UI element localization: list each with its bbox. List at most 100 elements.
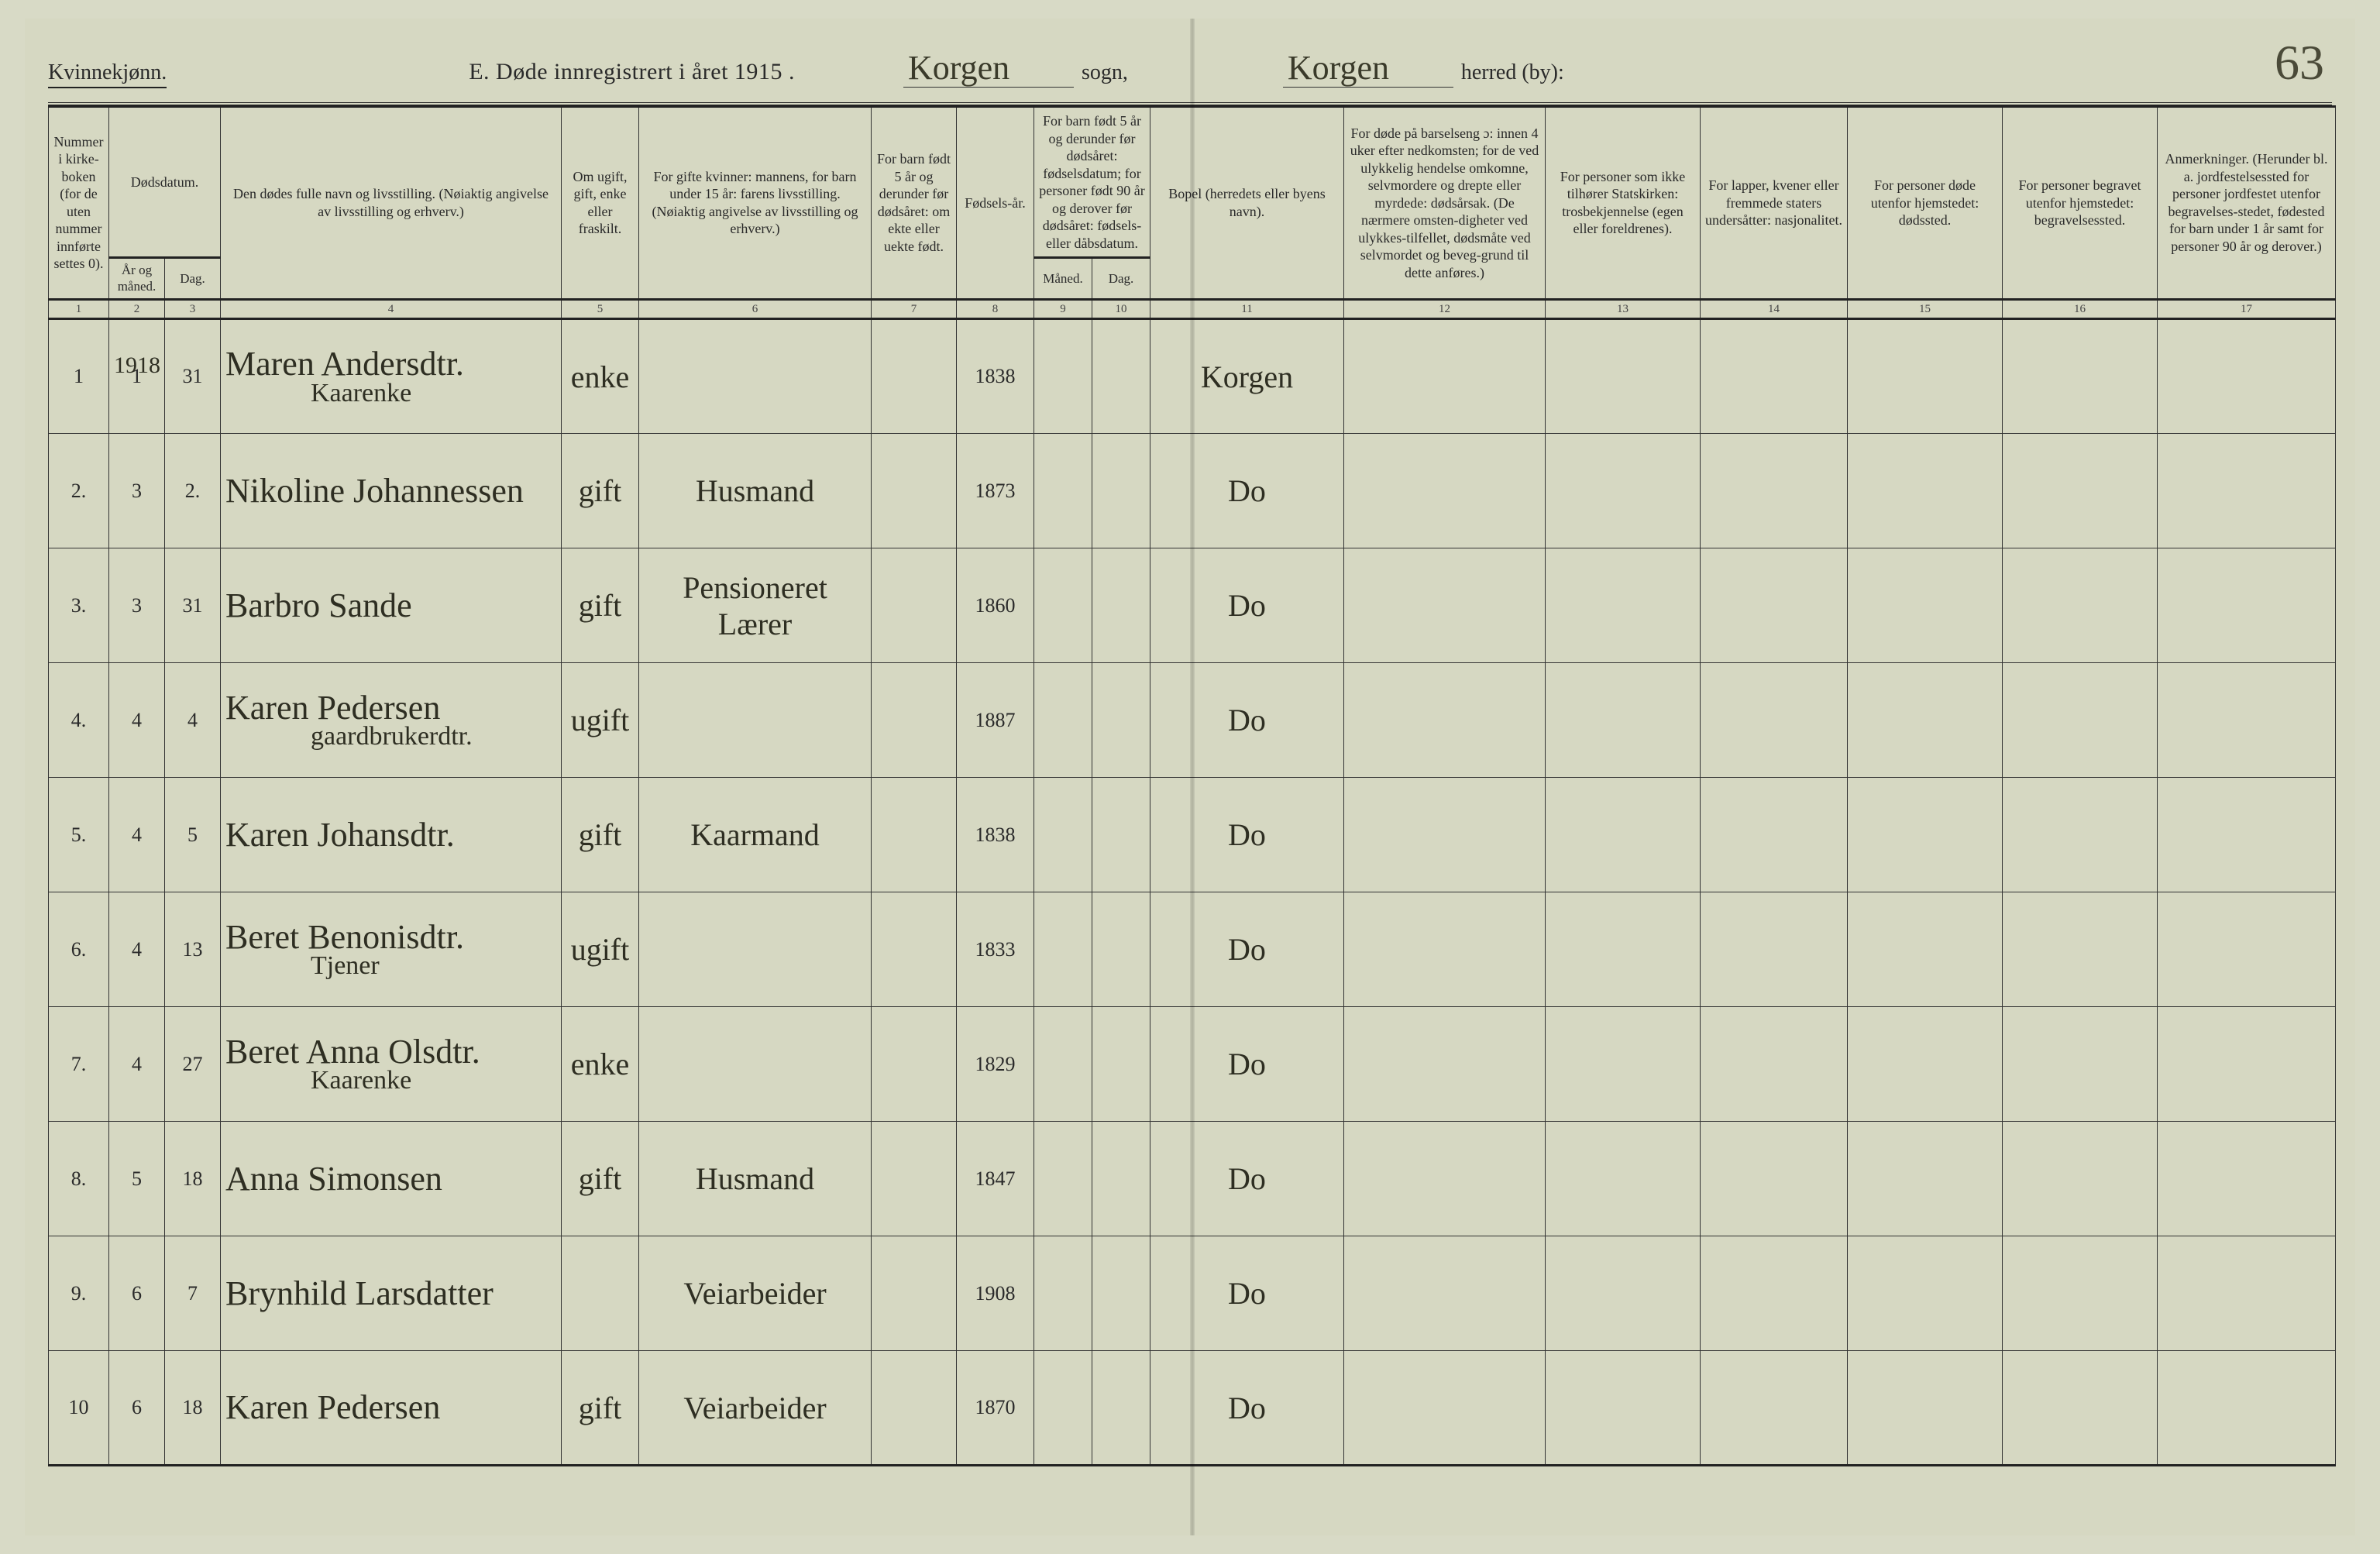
birth-year: 1838	[957, 778, 1034, 892]
birth-year: 1873	[957, 434, 1034, 548]
death-day: 31	[165, 319, 221, 434]
remarks	[2158, 1351, 2336, 1466]
deceased-name: Karen Pedersengaardbrukerdtr.	[225, 690, 556, 751]
burial-place	[2003, 892, 2158, 1007]
cause-of-death	[1344, 778, 1546, 892]
death-month: 4	[109, 892, 165, 1007]
death-month: 4	[109, 1007, 165, 1122]
residence: Do	[1150, 1007, 1344, 1122]
death-day: 5	[165, 778, 221, 892]
cause-of-death	[1344, 1007, 1546, 1122]
nationality	[1701, 434, 1848, 548]
col-num: 10	[1092, 299, 1150, 319]
birth-month	[1034, 892, 1092, 1007]
death-day: 27	[165, 1007, 221, 1122]
nationality	[1701, 319, 1848, 434]
residence: Korgen	[1150, 319, 1344, 434]
table-row: 4.44Karen Pedersengaardbrukerdtr.ugift18…	[49, 663, 2336, 778]
residence: Do	[1150, 663, 1344, 778]
remarks	[2158, 319, 2336, 434]
col-num: 8	[957, 299, 1034, 319]
relation-occupation: Veiarbeider	[639, 1236, 872, 1351]
death-place	[1848, 434, 2003, 548]
relation-text: Pensioneret Lærer	[683, 570, 827, 641]
burial-place	[2003, 434, 2158, 548]
col-num: 12	[1344, 299, 1546, 319]
nationality	[1701, 892, 1848, 1007]
title-year-suffix: 5	[770, 59, 782, 84]
row-number: 8.	[49, 1122, 109, 1236]
death-month: 4	[109, 778, 165, 892]
burial-place	[2003, 778, 2158, 892]
table-row: 3.331Barbro SandegiftPensioneret Lærer18…	[49, 548, 2336, 663]
status-text: ugift	[571, 932, 630, 967]
legitimacy	[872, 548, 957, 663]
residence-text: Korgen	[1201, 359, 1293, 394]
sogn-label: sogn,	[1082, 60, 1128, 85]
birth-year: 1829	[957, 1007, 1034, 1122]
residence-text: Do	[1228, 1047, 1266, 1081]
death-day: 18	[165, 1351, 221, 1466]
birth-day	[1092, 434, 1150, 548]
cause-of-death	[1344, 1351, 1546, 1466]
death-day: 7	[165, 1236, 221, 1351]
birth-day	[1092, 319, 1150, 434]
legitimacy	[872, 1351, 957, 1466]
death-day: 2.	[165, 434, 221, 548]
relation-occupation	[639, 892, 872, 1007]
residence: Do	[1150, 892, 1344, 1007]
register-page: Kvinnekjønn. E. Døde innregistrert i åre…	[25, 19, 2355, 1535]
relation-occupation	[639, 663, 872, 778]
relation-occupation: Kaarmand	[639, 778, 872, 892]
residence: Do	[1150, 1351, 1344, 1466]
title-period: .	[782, 59, 795, 84]
nationality	[1701, 1236, 1848, 1351]
table-row: 10618Karen PedersengiftVeiarbeider1870Do	[49, 1351, 2336, 1466]
cause-of-death	[1344, 548, 1546, 663]
name-cell: Beret Benonisdtr.Tjener	[221, 892, 562, 1007]
burial-place	[2003, 1351, 2158, 1466]
col-head-7: For barn født 5 år og derunder før dødså…	[872, 107, 957, 300]
col-num: 14	[1701, 299, 1848, 319]
deceased-name: Nikoline Johannessen	[225, 473, 556, 509]
table-row: 6.413Beret Benonisdtr.Tjenerugift1833Do	[49, 892, 2336, 1007]
marital-status: gift	[562, 434, 639, 548]
row-number: 6.	[49, 892, 109, 1007]
birth-month	[1034, 319, 1092, 434]
row-number: 9.	[49, 1236, 109, 1351]
death-day: 31	[165, 548, 221, 663]
legitimacy	[872, 1122, 957, 1236]
birth-day	[1092, 1122, 1150, 1236]
col-num: 9	[1034, 299, 1092, 319]
legitimacy	[872, 1007, 957, 1122]
remarks	[2158, 548, 2336, 663]
cause-of-death	[1344, 434, 1546, 548]
deceased-name: Brynhild Larsdatter	[225, 1276, 556, 1312]
birth-month	[1034, 1007, 1092, 1122]
residence-text: Do	[1228, 703, 1266, 737]
relation-text: Kaarmand	[690, 817, 820, 852]
marital-status: ugift	[562, 892, 639, 1007]
name-cell: Nikoline Johannessen	[221, 434, 562, 548]
table-row: 7.427Beret Anna Olsdtr.Kaarenkeenke1829D…	[49, 1007, 2336, 1122]
col-head-3: Dag.	[165, 258, 221, 300]
col-head-4: Den dødes fulle navn og livsstilling. (N…	[221, 107, 562, 300]
deceased-name-sub: gaardbrukerdtr.	[225, 723, 556, 751]
marital-status: gift	[562, 1122, 639, 1236]
remarks	[2158, 778, 2336, 892]
col-head-17: Anmerkninger. (Herunder bl. a. jordfeste…	[2158, 107, 2336, 300]
col-num: 13	[1546, 299, 1701, 319]
death-place	[1848, 663, 2003, 778]
col-head-5: Om ugift, gift, enke eller fraskilt.	[562, 107, 639, 300]
marital-status: gift	[562, 548, 639, 663]
status-text: enke	[571, 359, 630, 394]
burial-place	[2003, 1007, 2158, 1122]
relation-occupation	[639, 1007, 872, 1122]
confession	[1546, 663, 1701, 778]
death-place	[1848, 892, 2003, 1007]
col-head-9: Måned.	[1034, 258, 1092, 300]
nationality	[1701, 548, 1848, 663]
col-head-11: Bopel (herredets eller byens navn).	[1150, 107, 1344, 300]
col-head-8: Fødsels-år.	[957, 107, 1034, 300]
legitimacy	[872, 778, 957, 892]
